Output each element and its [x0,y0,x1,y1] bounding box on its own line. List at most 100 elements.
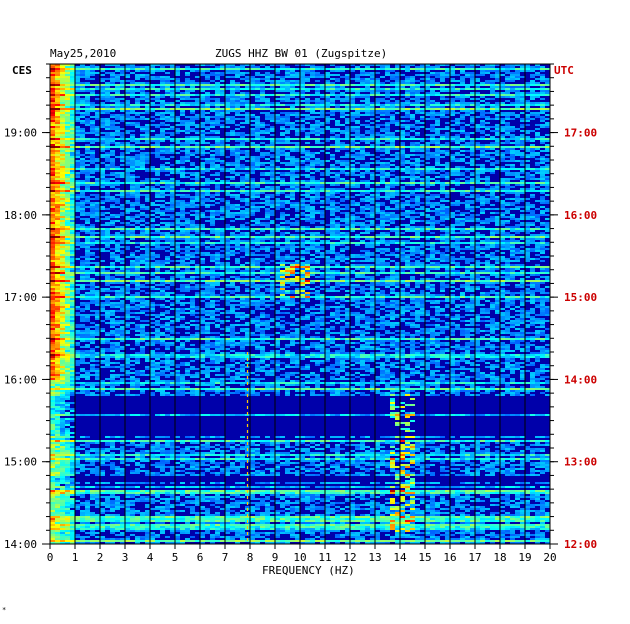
spectrogram-cell [290,162,295,164]
spectrogram-cell [275,190,280,192]
spectrogram-cell [450,102,455,104]
spectrogram-cell [420,168,425,170]
spectrogram-cell [270,172,275,174]
spectrogram-cell [190,136,195,138]
spectrogram-cell [490,136,495,138]
spectrogram-cell [470,132,475,134]
spectrogram-cell [375,132,380,134]
spectrogram-cell [525,82,530,84]
spectrogram-cell [500,200,505,202]
spectrogram-cell [420,156,425,158]
spectrogram-cell [485,116,490,118]
spectrogram-cell [295,142,300,144]
spectrogram-cell [235,162,240,164]
spectrogram-cell [210,182,215,184]
spectrogram-cell [325,74,330,76]
spectrogram-cell [485,102,490,104]
spectrogram-cell [100,182,105,184]
spectrogram-cell [360,176,365,178]
spectrogram-cell [390,180,395,182]
spectrogram-cell [265,152,270,154]
spectrogram-cell [515,150,520,152]
spectrogram-cell [500,104,505,106]
spectrogram-cell [160,88,165,90]
spectrogram-cell [545,104,550,106]
spectrogram-cell [135,146,140,148]
spectrogram-cell [340,144,345,146]
spectrogram-cell [240,102,245,104]
spectrogram-cell [155,148,160,150]
spectrogram-cell [125,194,130,196]
spectrogram-cell [520,96,525,98]
spectrogram-cell [410,118,415,120]
spectrogram-cell [265,190,270,192]
spectrogram-cell [210,156,215,158]
spectrogram-cell [430,136,435,138]
spectrogram-cell [475,98,480,100]
spectrogram-cell [120,120,125,122]
spectrogram-cell [250,124,255,126]
spectrogram-cell [230,86,235,88]
spectrogram-cell [475,86,480,88]
spectrogram-cell [375,108,380,110]
spectrogram-cell [235,182,240,184]
spectrogram-cell [150,108,155,110]
spectrogram-cell [225,180,230,182]
spectrogram-cell [390,208,395,210]
spectrogram-cell [60,202,65,204]
spectrogram-cell [295,120,300,122]
spectrogram-cell [240,96,245,98]
spectrogram-cell [495,140,500,142]
spectrogram-cell [540,142,545,144]
spectrogram-cell [380,114,385,116]
spectrogram-cell [445,112,450,114]
spectrogram-cell [515,64,520,66]
spectrogram-cell [285,108,290,110]
spectrogram-cell [390,110,395,112]
spectrogram-cell [70,160,75,162]
spectrogram-cell [230,176,235,178]
spectrogram-cell [470,88,475,90]
spectrogram-cell [360,194,365,196]
spectrogram-cell [425,150,430,152]
spectrogram-cell [335,172,340,174]
spectrogram-cell [380,204,385,206]
spectrogram-cell [50,196,55,198]
spectrogram-cell [290,94,295,96]
spectrogram-cell [215,108,220,110]
spectrogram-cell [120,160,125,162]
spectrogram-cell [180,138,185,140]
spectrogram-cell [100,136,105,138]
spectrogram-cell [120,118,125,120]
spectrogram-cell [510,88,515,90]
spectrogram-cell [495,130,500,132]
spectrogram-cell [390,134,395,136]
spectrogram-cell [530,194,535,196]
spectrogram-cell [135,202,140,204]
spectrogram-cell [240,74,245,76]
spectrogram-cell [60,150,65,152]
spectrogram-cell [200,154,205,156]
spectrogram-cell [90,106,95,108]
spectrogram-cell [360,84,365,86]
spectrogram-cell [60,84,65,86]
spectrogram-cell [505,126,510,128]
spectrogram-cell [215,178,220,180]
spectrogram-cell [300,90,305,92]
spectrogram-cell [500,136,505,138]
spectrogram-cell [110,128,115,130]
spectrogram-cell [95,184,100,186]
spectrogram-cell [80,196,85,198]
spectrogram-cell [540,98,545,100]
spectrogram-cell [425,134,430,136]
spectrogram-cell [475,80,480,82]
spectrogram-cell [470,118,475,120]
spectrogram-cell [445,110,450,112]
spectrogram-cell [310,112,315,114]
spectrogram-cell [285,118,290,120]
spectrogram-cell [535,154,540,156]
spectrogram-cell [65,104,70,106]
spectrogram-cell [215,78,220,80]
spectrogram-cell [105,152,110,154]
spectrogram-cell [130,158,135,160]
